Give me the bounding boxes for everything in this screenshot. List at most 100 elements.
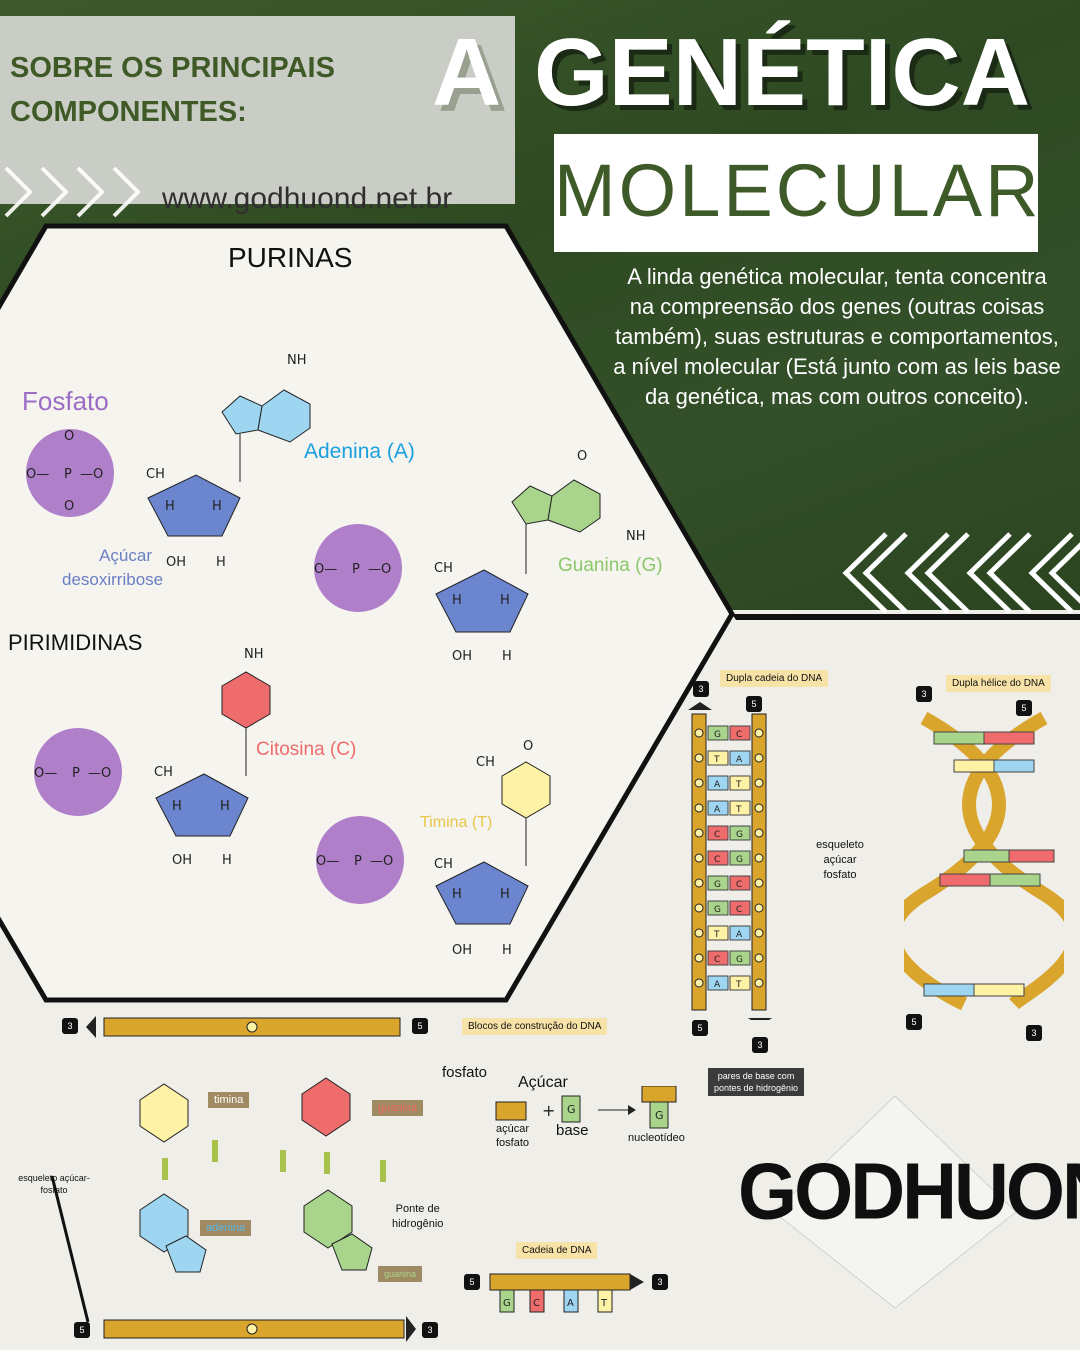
ladder-letter-right: T	[735, 805, 742, 815]
ladder-base-left	[707, 775, 729, 791]
svg-text:O—: O—	[26, 467, 49, 482]
num-3-blocks: 3	[62, 1018, 78, 1034]
svg-text:—O: —O	[368, 562, 391, 577]
adenina-tag: adenina	[200, 1220, 252, 1236]
num-5-helix-bottom: 5	[906, 1014, 922, 1030]
ladder-letter-left: G	[714, 905, 721, 915]
svg-text:O: O	[577, 449, 587, 464]
chain-base-2: A	[567, 1298, 574, 1309]
svg-text:P: P	[72, 766, 80, 781]
ladder-base-right	[729, 900, 751, 916]
logo-diamond	[773, 1095, 1017, 1309]
dupla-helice-label: Dupla hélice do DNA	[946, 675, 1051, 692]
ladder-base-left	[707, 725, 729, 741]
website-link[interactable]: www.godhuond.net.br	[162, 182, 453, 215]
ladder-letter-left: A	[714, 780, 721, 790]
svg-text:P: P	[64, 467, 72, 482]
ladder-base-left	[707, 850, 729, 866]
ladder-base-left	[707, 975, 729, 991]
svg-text:H: H	[172, 799, 182, 814]
acucar-line1: Açúcar	[99, 546, 153, 565]
pirimidinas-heading: PIRIMIDINAS	[8, 630, 143, 655]
ladder-base-right	[729, 725, 751, 741]
esqueleto-af-line1: esqueleto açúcar-	[18, 1173, 90, 1183]
svg-text:+: +	[542, 1101, 555, 1120]
adenina-label: Adenina (A)	[304, 440, 415, 463]
svg-text:—O: —O	[370, 854, 393, 869]
svg-text:OH: OH	[172, 853, 192, 868]
ladder-base-right	[729, 800, 751, 816]
ladder-letter-right: C	[736, 905, 742, 915]
ladder-base-left	[707, 750, 729, 766]
pares-label: pares de base com pontes de hidrogênio	[708, 1068, 805, 1096]
ladder-letter-left: C	[714, 830, 720, 840]
esqueleto-line3: fosfato	[823, 869, 857, 881]
svg-text:H: H	[216, 555, 226, 570]
title-a: A	[432, 19, 504, 126]
ladder-base-right	[729, 825, 751, 841]
esqueleto-line1: esqueleto	[816, 839, 864, 851]
ladder-letter-left: C	[714, 855, 720, 865]
dna-ladder: G C T A A T A T C G C G G C G C T A C G A T	[688, 702, 772, 1020]
svg-text:H: H	[222, 853, 232, 868]
ladder-base-right	[729, 850, 751, 866]
svg-text:P: P	[352, 562, 360, 577]
ladder-base-left	[707, 800, 729, 816]
svg-text:G: G	[655, 1109, 664, 1122]
acucar-line2: desoxirribose	[62, 570, 164, 589]
acucar-fosfato-label: açúcar fosfato	[496, 1122, 529, 1150]
ladder-letter-right: A	[736, 755, 743, 765]
esqueleto-af-line2: fosfato	[40, 1185, 68, 1195]
af-line1: açúcar	[496, 1123, 530, 1135]
ladder-letter-right: G	[736, 855, 743, 865]
svg-text:OH: OH	[452, 943, 472, 958]
header-box: SOBRE OS PRINCIPAIS COMPONENTES: www.god…	[0, 16, 515, 218]
svg-text:OH: OH	[166, 555, 186, 570]
blocos-label: Blocos de construção do DNA	[462, 1018, 608, 1035]
svg-text:H: H	[212, 499, 222, 514]
ladder-base-right	[729, 975, 751, 991]
af-line2: fosfato	[496, 1137, 530, 1149]
citosina-label: Citosina (C)	[256, 739, 357, 760]
ladder-base-right	[729, 925, 751, 941]
ladder-letter-left: A	[714, 980, 721, 990]
num-3-helix: 3	[916, 686, 932, 702]
num-5-ladder-bottom: 5	[692, 1020, 708, 1036]
timina-label: Timina (T)	[420, 814, 493, 831]
chain-base-0: G	[503, 1298, 511, 1309]
nucleotide-equation: + G G	[495, 1086, 677, 1129]
ladder-letter-left: C	[714, 955, 720, 965]
svg-text:H: H	[500, 887, 510, 902]
title-molecular: MOLECULAR	[554, 149, 1042, 232]
acucar-small: Açúcar	[518, 1074, 568, 1091]
ladder-letter-left: A	[714, 805, 721, 815]
esqueleto-label: esqueleto açúcar fosfato	[810, 838, 870, 883]
dna-helix	[904, 711, 1064, 1011]
header-text: SOBRE OS PRINCIPAIS COMPONENTES:	[10, 46, 430, 134]
header-line1: SOBRE OS PRINCIPAIS	[10, 52, 335, 84]
guanina-label: Guanina (G)	[558, 555, 663, 576]
chain-base-1: C	[533, 1298, 540, 1309]
ladder-letter-left: G	[714, 880, 721, 890]
svg-text:O: O	[64, 499, 74, 514]
ladder-base-right	[729, 750, 751, 766]
acucar-label: Açúcar desoxirribose	[62, 544, 163, 592]
num-5-blocks-bottom: 5	[74, 1322, 90, 1338]
svg-text:O—: O—	[34, 766, 57, 781]
ladder-letter-left: G	[714, 730, 721, 740]
ladder-letter-right: C	[736, 880, 742, 890]
num-3-chain: 3	[652, 1274, 668, 1290]
base-label: base	[556, 1122, 589, 1139]
cadeia-label: Cadeia de DNA	[516, 1242, 598, 1259]
ladder-letter-right: T	[735, 780, 742, 790]
svg-text:H: H	[452, 887, 462, 902]
num-5-chain: 5	[464, 1274, 480, 1290]
ladder-base-left	[707, 825, 729, 841]
svg-text:CH: CH	[476, 755, 495, 770]
header-line2: COMPONENTES:	[10, 96, 247, 128]
ladder-letter-right: T	[735, 980, 742, 990]
svg-text:NH: NH	[244, 647, 264, 662]
svg-text:H: H	[220, 799, 230, 814]
chevrons-left-icon	[842, 532, 1080, 614]
